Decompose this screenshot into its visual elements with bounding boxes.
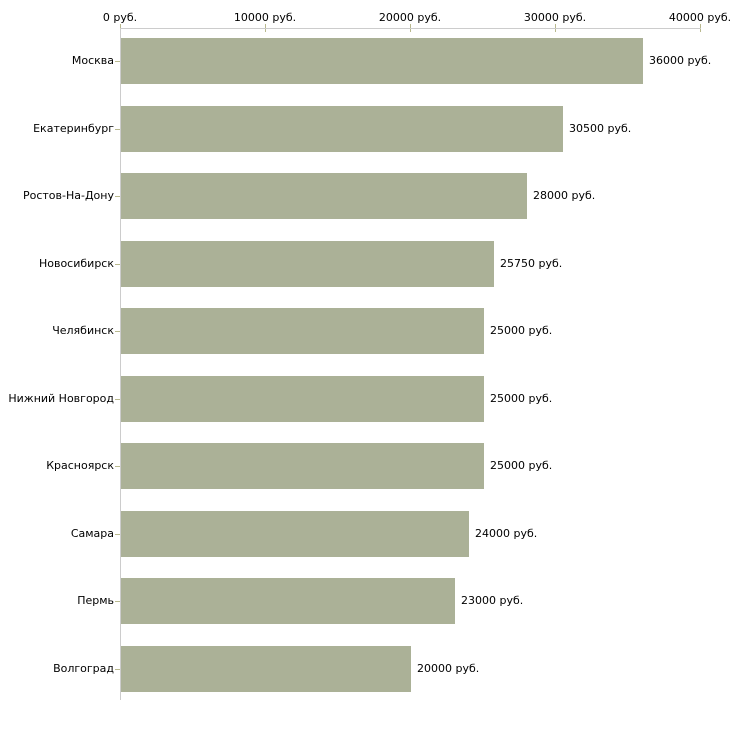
value-label: 20000 руб.: [417, 661, 480, 675]
bar: [121, 173, 527, 219]
category-label: Новосибирск: [38, 256, 114, 270]
x-axis-tick-label: 30000 руб.: [523, 11, 587, 24]
category-tick-mark: [115, 601, 120, 602]
x-axis-tick-label: 0 руб.: [102, 11, 138, 24]
bar: [121, 578, 455, 624]
value-label: 25000 руб.: [490, 459, 553, 472]
category-label: Пермь: [77, 594, 114, 607]
bar: [121, 38, 643, 84]
category-label: Ростов-На-Дону: [22, 189, 114, 202]
bar: [121, 443, 484, 489]
category-tick-mark: [115, 533, 120, 535]
value-label: 23000 руб.: [461, 594, 524, 607]
plot-area: [120, 28, 701, 700]
category-label: Москва: [71, 54, 114, 67]
category-tick-mark: [115, 466, 120, 467]
category-label: Красноярск: [46, 459, 114, 472]
value-label: 25750 руб.: [500, 256, 563, 270]
value-label: 25000 руб.: [490, 324, 553, 337]
bar: [121, 308, 484, 354]
category-label: Волгоград: [53, 661, 114, 675]
category-label: Челябинск: [52, 324, 114, 337]
x-axis-tick-label: 40000 руб.: [668, 11, 730, 24]
value-label: 28000 руб.: [533, 189, 596, 202]
value-label: 36000 руб.: [649, 54, 712, 67]
value-label: 25000 руб.: [490, 391, 553, 405]
value-label: 30500 руб.: [569, 121, 632, 135]
bar: [121, 375, 484, 422]
category-tick-mark: [115, 128, 120, 130]
bar: [121, 105, 563, 152]
category-tick-mark: [115, 196, 120, 197]
x-axis-tick-label: 10000 руб.: [233, 11, 297, 24]
bar: [121, 510, 469, 557]
category-label: Самара: [70, 526, 114, 540]
bar: [121, 645, 411, 692]
bar: [121, 240, 494, 287]
category-label: Екатеринбург: [33, 121, 114, 135]
category-tick-mark: [115, 263, 120, 265]
x-axis-tick-label: 20000 руб.: [378, 11, 442, 24]
category-tick-mark: [115, 668, 120, 670]
value-label: 24000 руб.: [475, 526, 538, 540]
category-tick-mark: [115, 398, 120, 400]
category-label: Нижний Новгород: [8, 391, 114, 405]
category-tick-mark: [115, 331, 120, 332]
category-tick-mark: [115, 61, 120, 62]
